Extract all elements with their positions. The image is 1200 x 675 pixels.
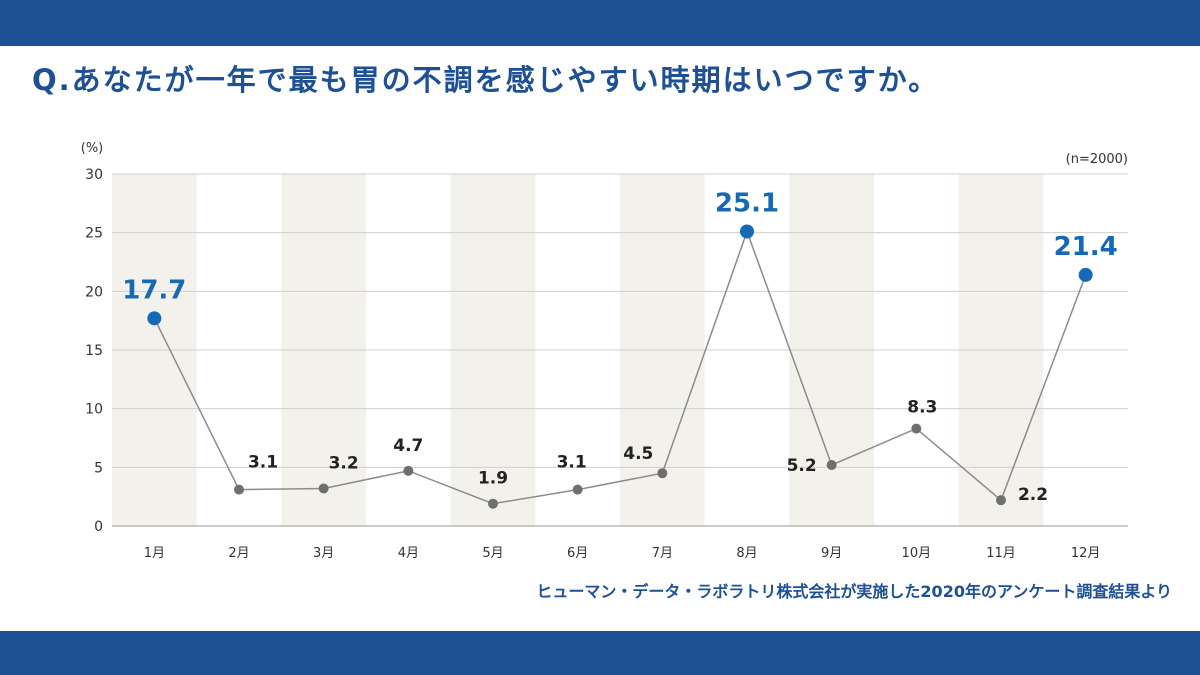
- data-label: 3.1: [248, 453, 278, 473]
- data-point: [826, 459, 837, 470]
- x-tick-label: 2月: [228, 546, 249, 561]
- data-label: 2.2: [1018, 485, 1048, 505]
- y-tick-label: 30: [85, 167, 103, 183]
- data-label: 5.2: [787, 456, 817, 476]
- y-tick-label: 0: [94, 519, 103, 535]
- highlight-point: [1078, 267, 1093, 282]
- highlight-data-label: 17.7: [122, 275, 186, 305]
- data-label: 3.1: [557, 453, 587, 473]
- x-tick-label: 9月: [821, 546, 842, 561]
- y-unit-label: (%): [81, 141, 104, 156]
- y-tick-label: 5: [94, 460, 103, 476]
- data-point: [996, 495, 1006, 506]
- x-tick-label: 3月: [313, 546, 334, 561]
- highlight-point: [740, 224, 754, 239]
- series-line: [153, 229, 1087, 505]
- data-point: [318, 483, 329, 494]
- source-note: ヒューマン・データ・ラボラトリ株式会社が実施した2020年のアンケート調査結果よ…: [536, 582, 1172, 601]
- x-tick-label: 5月: [482, 546, 503, 561]
- y-tick-label: 25: [85, 226, 103, 242]
- data-point: [911, 423, 922, 434]
- sample-size-label: (n=2000): [1066, 152, 1128, 167]
- question-title: Q.あなたが一年で最も胃の不調を感じやすい時期はいつですか。: [32, 63, 940, 97]
- top-banner: [0, 0, 1200, 46]
- x-tick-label: 7月: [652, 546, 673, 561]
- x-tick-label: 10月: [902, 546, 932, 561]
- data-point: [657, 468, 668, 479]
- data-label: 8.3: [907, 398, 937, 418]
- highlight-point: [147, 311, 162, 326]
- x-tick-label: 12月: [1071, 546, 1101, 561]
- data-label: 4.5: [623, 444, 653, 464]
- y-tick-label: 15: [85, 343, 103, 359]
- x-tick-label: 8月: [736, 546, 757, 561]
- x-tick-label: 11月: [986, 546, 1016, 561]
- data-label: 1.9: [478, 469, 508, 489]
- x-tick-label: 4月: [398, 546, 419, 561]
- data-label: 4.7: [393, 436, 423, 456]
- highlight-data-label: 21.4: [1054, 232, 1118, 262]
- data-point: [234, 484, 244, 495]
- y-tick-label: 20: [85, 284, 103, 300]
- bottom-banner: [0, 631, 1200, 675]
- highlight-data-label: 25.1: [715, 188, 779, 218]
- data-label: 3.2: [329, 453, 359, 473]
- data-point: [572, 484, 583, 495]
- x-tick-label: 1月: [144, 546, 165, 561]
- data-point: [488, 498, 498, 509]
- x-tick-label: 6月: [567, 546, 588, 561]
- data-point: [403, 465, 414, 476]
- y-tick-label: 10: [85, 402, 103, 418]
